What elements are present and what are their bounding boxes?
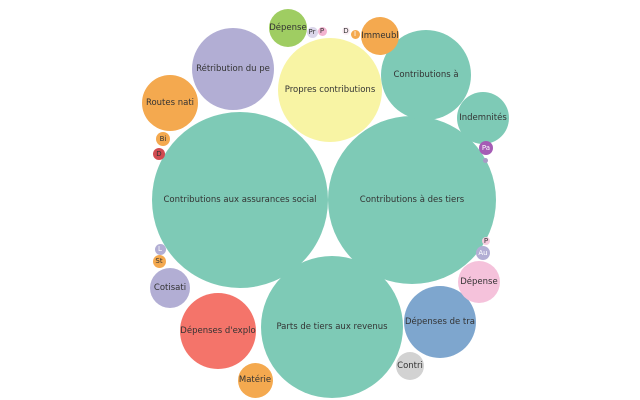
bubble-label: Propres contributions [284, 84, 376, 95]
bubble-retribution-du-pe[interactable]: Rétribution du pe [192, 28, 274, 110]
bubble-routes-nati[interactable]: Routes nati [142, 75, 198, 131]
bubble-label: Contributions à [393, 69, 459, 80]
bubble-label: I [353, 29, 357, 38]
bubble-i[interactable]: I [350, 29, 360, 39]
bubble-cotisati[interactable]: Cotisati [150, 268, 190, 308]
bubble-label: Contri [397, 360, 423, 371]
bubble-propres-contributions[interactable]: Propres contributions [278, 38, 382, 142]
bubble-label: Dépense [269, 22, 307, 33]
bubble-tiny-dot[interactable] [482, 157, 488, 163]
bubble-contri[interactable]: Contri [396, 352, 424, 380]
bubble-parts-de-tiers-aux-revenus[interactable]: Parts de tiers aux revenus [261, 256, 403, 398]
bubble-label: Parts de tiers aux revenus [276, 321, 388, 332]
bubble-label: L [158, 244, 162, 253]
bubble-contributions-a-des-tiers[interactable]: Contributions à des tiers [328, 116, 496, 284]
bubble-label: P [319, 26, 325, 35]
bubble-p-right[interactable]: P [482, 237, 490, 245]
bubble-d-top[interactable]: D [342, 27, 350, 35]
bubble-st[interactable]: St [152, 254, 166, 268]
bubble-l[interactable]: L [154, 243, 166, 255]
bubble-label: Matérie [238, 374, 272, 385]
bubble-label: Bi [159, 134, 167, 143]
bubble-pr[interactable]: Pr [306, 26, 318, 38]
bubble-label: Cotisati [153, 282, 187, 293]
bubble-label: Dépenses de tra [405, 316, 475, 327]
bubble-p-top[interactable]: P [317, 26, 327, 36]
bubble-label: D [156, 149, 162, 158]
bubble-depenses-d-explo[interactable]: Dépenses d'explo [180, 293, 256, 369]
bubble-label: Immeubl [361, 30, 399, 41]
bubble-label: Contributions à des tiers [359, 194, 465, 205]
bubble-label: Dépense [460, 276, 498, 287]
bubble-materie[interactable]: Matérie [237, 362, 273, 398]
bubble-au[interactable]: Au [476, 246, 490, 260]
bubble-indemnites[interactable]: Indemnités [457, 92, 509, 144]
bubble-label: St [155, 256, 163, 265]
bubble-label: P [483, 236, 489, 245]
bubble-immeubl[interactable]: Immeubl [361, 17, 399, 55]
bubble-bi[interactable]: Bi [156, 132, 170, 146]
bubble-label: Routes nati [145, 97, 195, 108]
bubble-label: Dépenses d'explo [180, 325, 256, 336]
bubble-pa[interactable]: Pa [479, 141, 493, 155]
bubble-label: Pa [481, 143, 491, 152]
bubble-label: D [343, 26, 349, 35]
bubble-label: Pr [308, 27, 316, 36]
bubble-d-red[interactable]: D [153, 148, 165, 160]
bubble-label: Au [478, 248, 488, 257]
bubble-depense-green[interactable]: Dépense [269, 9, 307, 47]
bubble-label: Indemnités [459, 112, 507, 123]
bubble-depense-pink[interactable]: Dépense [458, 261, 500, 303]
bubble-label: Rétribution du pe [196, 63, 270, 74]
bubble-label: Contributions aux assurances social [163, 194, 317, 205]
